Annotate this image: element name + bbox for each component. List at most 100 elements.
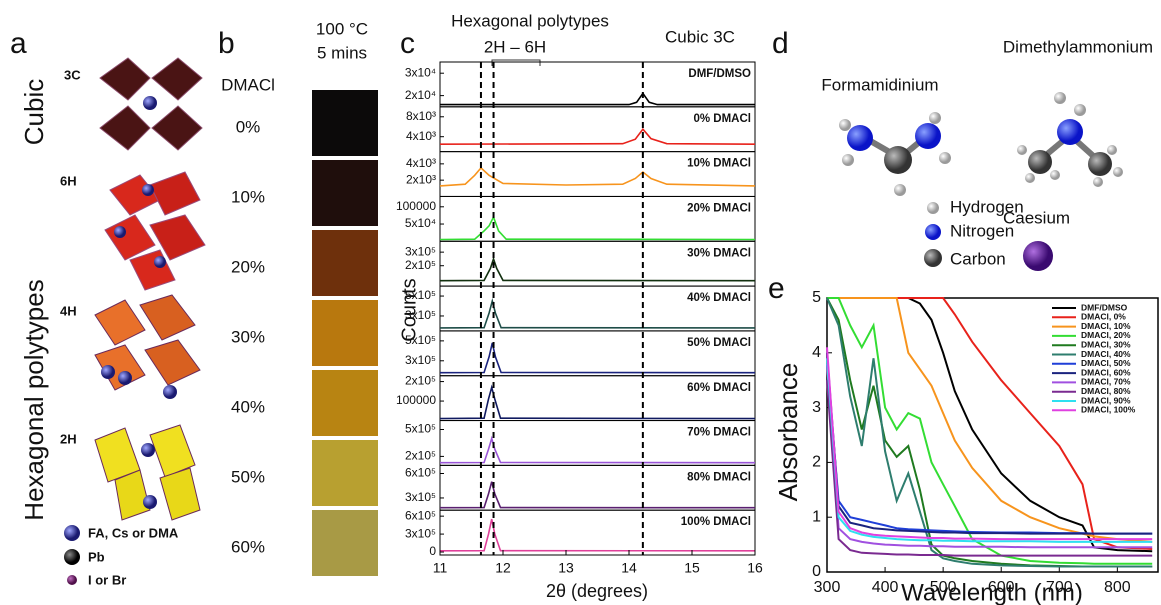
series-label: 20% DMACl <box>687 202 751 214</box>
panel-label: c <box>400 27 415 60</box>
structure-6h <box>104 171 206 291</box>
sample-swatch <box>312 160 378 226</box>
x-tick-label: 12 <box>495 560 511 576</box>
sample-label: 50% <box>231 467 265 486</box>
y-axis-label: Counts <box>398 278 420 341</box>
y-tick-label: 6x10⁵ <box>405 508 436 522</box>
sample-swatch <box>312 90 378 156</box>
legend-label: DMACl, 50% <box>1081 358 1131 368</box>
y-tick-label: 3x10⁵ <box>405 308 436 322</box>
x-tick-label: 13 <box>558 560 574 576</box>
legend-swatch <box>924 249 942 267</box>
absorbance-line <box>826 347 1153 541</box>
legend-label: Carbon <box>950 249 1006 268</box>
xrd-line <box>439 435 756 464</box>
samples: 0% 10% 20% 30% 40% 50% 60% <box>231 90 378 576</box>
sample-swatch <box>312 300 378 366</box>
series-label: 10% DMACl <box>687 158 751 170</box>
series-label: 50% DMACl <box>687 337 751 349</box>
xrd-line <box>440 92 755 106</box>
y-tick-label: 3 <box>812 399 821 416</box>
annotation: Cubic 3C <box>665 27 735 46</box>
x-tick-label: 700 <box>1046 579 1073 596</box>
series-label: 100% DMACl <box>681 516 751 528</box>
series-label: 70% DMACl <box>687 427 751 439</box>
x-tick-label: 600 <box>988 579 1015 596</box>
series-label: 60% DMACl <box>687 382 751 394</box>
legend-label: Nitrogen <box>950 221 1014 240</box>
legend-swatch <box>1023 241 1053 271</box>
x-tick-label: 14 <box>621 560 637 576</box>
y-tick-label: 5x10⁵ <box>405 333 436 347</box>
sample-swatch <box>312 510 378 576</box>
x-tick-label: 400 <box>872 579 899 596</box>
y-axis-label: Absorbance <box>773 363 803 502</box>
y-tick-label: 0 <box>812 563 821 580</box>
legend-swatch <box>64 525 80 541</box>
subplot-frame <box>439 509 756 556</box>
legend-swatch <box>67 575 77 585</box>
series-label: 80% DMACl <box>687 471 751 483</box>
y-tick-label: 1 <box>812 508 821 525</box>
y-tick-label: 2x10⁵ <box>405 449 436 463</box>
y-tick-label: 8x10³ <box>406 109 436 123</box>
structure-label: 4H <box>60 303 77 318</box>
group-label: Cubic <box>19 79 49 145</box>
xrd-line <box>439 127 756 145</box>
group-label: Hexagonal polytypes <box>19 279 49 520</box>
legend-swatch <box>64 549 80 565</box>
structure-label: 3C <box>64 67 81 82</box>
y-tick-label: 4 <box>812 344 821 361</box>
legend-label: I or Br <box>88 572 126 587</box>
molecule-label: Dimethylammonium <box>1003 37 1153 56</box>
legend-label: DMACl, 10% <box>1081 321 1131 331</box>
series-label: 30% DMACl <box>687 247 751 259</box>
legend-label: DMACl, 70% <box>1081 377 1131 387</box>
series-label: DMF/DMSO <box>688 68 751 80</box>
xrd-line <box>439 481 756 509</box>
formamidinium <box>839 112 951 196</box>
sample-label: 20% <box>231 257 265 276</box>
y-tick-label: 5x10⁵ <box>405 288 436 302</box>
y-tick-label: 2x10⁵ <box>405 258 436 272</box>
x-tick-label: 16 <box>747 560 763 576</box>
sample-label: 40% <box>231 397 265 416</box>
dimethylammonium <box>1017 92 1123 187</box>
xrd-line <box>439 166 756 187</box>
x-tick-label: 300 <box>814 579 841 596</box>
structure-label: 6H <box>60 173 77 188</box>
absorbance-line <box>826 380 1153 557</box>
y-tick-label: 4x10³ <box>406 156 436 170</box>
y-tick-label: 100000 <box>396 393 436 407</box>
xrd-line <box>439 518 756 552</box>
x-tick-label: 500 <box>930 579 957 596</box>
legend-label: DMACl, 100% <box>1081 405 1136 415</box>
xrd-line <box>439 215 756 241</box>
x-axis-label: Wavelength (nm) <box>901 579 1083 605</box>
sample-label: 30% <box>231 327 265 346</box>
legend-label: DMACl, 80% <box>1081 386 1131 396</box>
xrd-line <box>439 384 756 420</box>
legend-label: DMACl, 40% <box>1081 349 1131 359</box>
y-tick-label: 5 <box>812 289 821 306</box>
y-tick-label: 5x10⁵ <box>405 422 436 436</box>
panel-label: e <box>768 272 785 305</box>
xrd-line <box>439 256 756 282</box>
annotation: 2H – 6H <box>484 37 546 56</box>
legend-label: DMACl, 30% <box>1081 339 1131 349</box>
sample-label: 10% <box>231 187 265 206</box>
series-label: 0% DMACl <box>693 113 751 125</box>
sample-swatch <box>312 440 378 506</box>
y-tick-label: 4x10³ <box>406 129 436 143</box>
y-tick-label: 3x10⁵ <box>405 526 436 540</box>
series-label: 40% DMACl <box>687 292 751 304</box>
absorbance-line <box>826 352 1153 535</box>
legend-label: Caesium <box>1003 208 1070 227</box>
y-tick-label: 5x10⁴ <box>405 216 436 230</box>
legend-label: DMACl, 60% <box>1081 367 1131 377</box>
sample-label: 60% <box>231 537 265 556</box>
sample-label: 0% <box>236 117 261 136</box>
xrd-line <box>439 297 756 329</box>
